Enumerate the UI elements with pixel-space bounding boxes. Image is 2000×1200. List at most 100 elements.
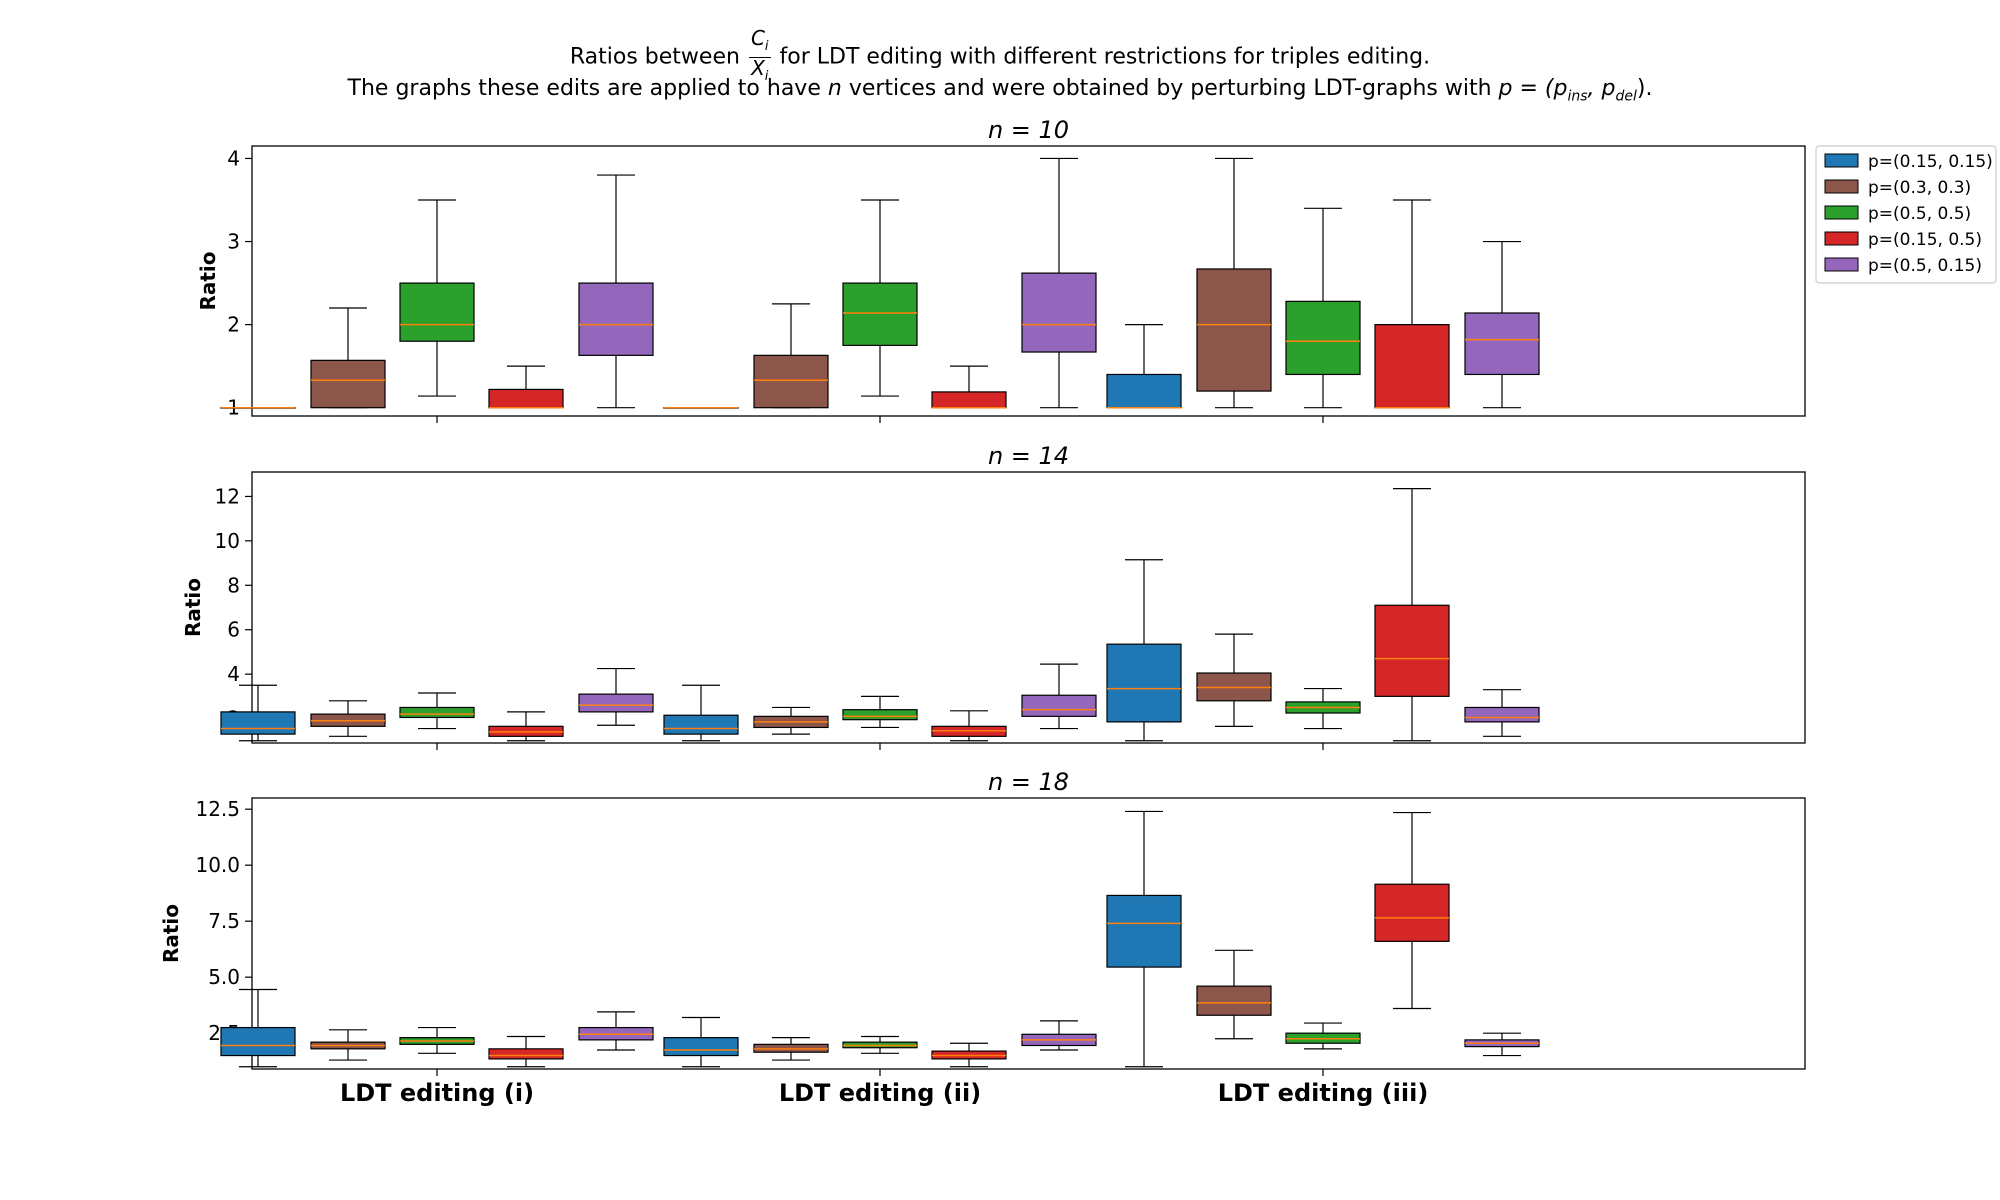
box-5-1 bbox=[578, 1011, 654, 1051]
box-2-1 bbox=[310, 307, 386, 409]
box-3-2 bbox=[842, 199, 918, 397]
panel-2: n = 14Ratio24681012 bbox=[181, 442, 1806, 750]
box-2-2 bbox=[753, 1037, 829, 1061]
axes-frame bbox=[251, 145, 1806, 417]
box-4-2 bbox=[931, 710, 1007, 742]
y-tick-label: 6 bbox=[227, 618, 240, 642]
figure-title-line-1: Ratios between Ci Xi for LDT editing wit… bbox=[0, 28, 2000, 87]
box-1-3 bbox=[1106, 559, 1182, 742]
legend-swatch bbox=[1824, 179, 1859, 194]
x-category-label: LDT editing (i) bbox=[340, 1079, 534, 1107]
box-body bbox=[220, 1026, 296, 1057]
box-4-2 bbox=[931, 365, 1007, 409]
subtitle-comma: , p bbox=[1587, 76, 1616, 101]
box-1-2 bbox=[663, 1016, 739, 1068]
box-1-2 bbox=[663, 406, 739, 409]
panel-3: n = 18Ratio2.55.07.510.012.5 bbox=[159, 768, 1806, 1076]
box-body bbox=[1374, 324, 1450, 409]
box-1-2 bbox=[663, 684, 739, 742]
box-body bbox=[1021, 694, 1097, 717]
y-tick-label: 5.0 bbox=[208, 965, 240, 989]
subtitle-p: p = (p bbox=[1498, 76, 1568, 101]
box-5-2 bbox=[1021, 1020, 1097, 1051]
y-axis-label: Ratio bbox=[159, 904, 183, 963]
figure-title-line-2: The graphs these edits are applied to ha… bbox=[0, 76, 2000, 104]
legend-swatch bbox=[1824, 231, 1859, 246]
box-4-3 bbox=[1374, 199, 1450, 409]
y-tick-label: 2 bbox=[227, 313, 240, 337]
box-3-1 bbox=[399, 199, 475, 397]
box-3-2 bbox=[842, 1035, 918, 1054]
box-3-2 bbox=[842, 695, 918, 729]
box-body bbox=[1196, 985, 1272, 1016]
legend-label: p=(0.5, 0.5) bbox=[1868, 204, 1971, 224]
box-5-3 bbox=[1464, 240, 1540, 409]
x-category-label: LDT editing (ii) bbox=[779, 1079, 981, 1107]
box-1-1 bbox=[220, 684, 296, 742]
box-3-3 bbox=[1285, 207, 1361, 409]
box-2-2 bbox=[753, 303, 829, 409]
box-body bbox=[1196, 268, 1272, 392]
box-4-3 bbox=[1374, 488, 1450, 742]
frac-denominator: X bbox=[751, 56, 765, 80]
box-4-2 bbox=[931, 1042, 1007, 1068]
box-3-1 bbox=[399, 692, 475, 730]
box-2-3 bbox=[1196, 949, 1272, 1040]
box-body bbox=[399, 706, 475, 719]
y-tick-label: 8 bbox=[227, 573, 240, 597]
subtitle-a: The graphs these edits are applied to ha… bbox=[347, 76, 821, 101]
subtitle-n: n bbox=[827, 76, 842, 101]
box-3-3 bbox=[1285, 687, 1361, 730]
subtitle-ins: ins bbox=[1567, 88, 1588, 105]
box-body bbox=[1106, 894, 1182, 968]
box-body bbox=[310, 359, 386, 409]
box-5-3 bbox=[1464, 689, 1540, 737]
frac-den-sub: i bbox=[764, 69, 769, 84]
box-body bbox=[220, 711, 296, 735]
y-tick-label: 10 bbox=[215, 529, 240, 553]
box-body bbox=[1464, 312, 1540, 376]
axes-frame bbox=[251, 471, 1806, 744]
box-4-1 bbox=[488, 711, 564, 742]
title-suffix: for LDT editing with different restricti… bbox=[779, 44, 1431, 70]
box-body bbox=[578, 693, 654, 713]
box-body bbox=[753, 354, 829, 409]
box-body bbox=[578, 282, 654, 356]
y-tick-label: 3 bbox=[227, 230, 240, 254]
legend-label: p=(0.3, 0.3) bbox=[1868, 178, 1971, 198]
legend-swatch bbox=[1824, 205, 1859, 220]
box-body bbox=[1285, 300, 1361, 376]
frac-num-sub: i bbox=[764, 39, 769, 54]
y-tick-label: 12 bbox=[215, 484, 240, 508]
box-body bbox=[1021, 272, 1097, 353]
box-body bbox=[842, 282, 918, 346]
legend-label: p=(0.15, 0.5) bbox=[1868, 230, 1982, 250]
box-3-1 bbox=[399, 1026, 475, 1054]
box-5-2 bbox=[1021, 157, 1097, 409]
box-1-3 bbox=[1106, 324, 1182, 409]
frac-numerator: C bbox=[750, 26, 765, 50]
x-category-label: LDT editing (iii) bbox=[1218, 1079, 1429, 1107]
box-5-2 bbox=[1021, 663, 1097, 730]
box-body bbox=[488, 1048, 564, 1060]
y-tick-label: 4 bbox=[227, 662, 240, 686]
box-body bbox=[1106, 373, 1182, 409]
title-prefix: Ratios between bbox=[569, 44, 740, 70]
box-3-3 bbox=[1285, 1022, 1361, 1050]
box-1-3 bbox=[1106, 810, 1182, 1068]
panel-title: n = 10 bbox=[988, 116, 1069, 144]
box-body bbox=[842, 709, 918, 721]
legend-label: p=(0.15, 0.15) bbox=[1868, 152, 1993, 172]
box-body bbox=[1374, 883, 1450, 942]
box-2-2 bbox=[753, 706, 829, 735]
subtitle-end: ). bbox=[1636, 76, 1653, 101]
y-tick-label: 12.5 bbox=[195, 797, 240, 821]
box-body bbox=[488, 388, 564, 409]
box-5-1 bbox=[578, 174, 654, 409]
box-2-3 bbox=[1196, 157, 1272, 409]
y-tick-label: 10.0 bbox=[195, 853, 240, 877]
box-4-3 bbox=[1374, 811, 1450, 1010]
legend: p=(0.15, 0.15) p=(0.3, 0.3) p=(0.5, 0.5) p=… bbox=[1815, 145, 1997, 284]
